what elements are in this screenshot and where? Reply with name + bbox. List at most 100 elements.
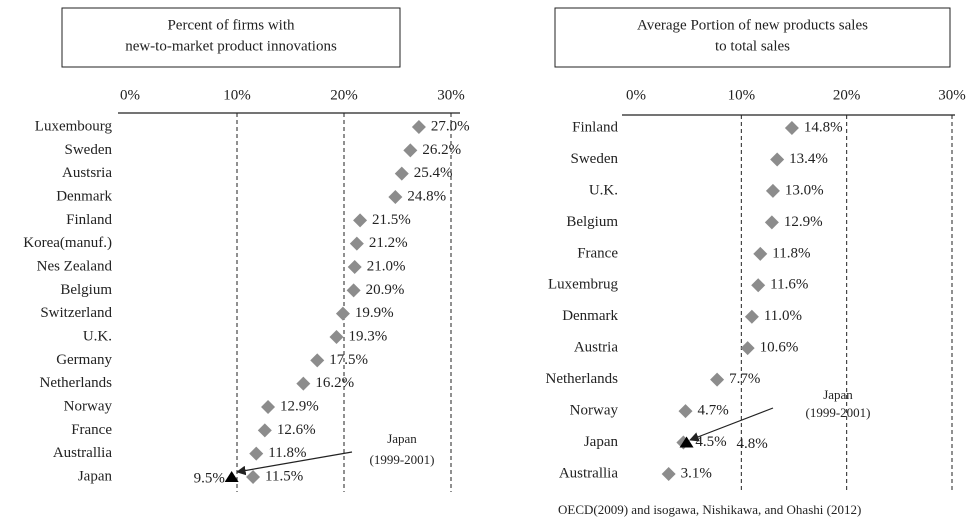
value-label: 24.8% [407, 188, 446, 204]
diamond [261, 400, 276, 414]
diamond [310, 353, 325, 368]
category-label: Luxembrug [548, 277, 618, 293]
value-label: 19.9% [355, 305, 394, 321]
x-tick-label: 30% [437, 87, 465, 103]
value-label: 11.6% [770, 277, 808, 293]
category-label: Denmark [56, 188, 112, 204]
category-label: Finland [66, 212, 112, 228]
diamond [403, 143, 418, 158]
diamond [349, 236, 364, 251]
category-label: Norway [64, 398, 113, 414]
chart-title: Percent of firms with [167, 17, 295, 33]
value-label: 21.0% [367, 258, 406, 274]
diamond [744, 309, 759, 324]
category-label: Belgium [566, 214, 618, 230]
diamond [394, 166, 409, 181]
chart-title: Average Portion of new products sales [637, 17, 868, 33]
value-label: 11.0% [764, 308, 802, 324]
category-label: Australlia [559, 465, 618, 481]
value-label: 3.1% [681, 465, 712, 481]
annotation-text: (1999-2001) [806, 405, 871, 420]
category-label: Switzerland [40, 305, 112, 321]
value-label: 11.8% [268, 445, 306, 461]
x-tick-label: 20% [833, 87, 861, 103]
annotation-text: Japan [387, 431, 417, 446]
x-tick-label: 30% [938, 87, 966, 103]
value-label: 11.8% [772, 245, 810, 261]
value-label: 21.2% [369, 235, 408, 251]
category-label: Belgium [60, 282, 112, 298]
value-label: 12.9% [280, 398, 319, 414]
value-label: 27.0% [431, 118, 470, 134]
diamond [246, 470, 261, 484]
category-label: Netherlands [40, 375, 113, 391]
diamond [346, 283, 361, 298]
category-label: Korea(manuf.) [23, 235, 112, 251]
reference-marker [679, 436, 694, 448]
diamond [257, 423, 272, 438]
source-note: OECD(2009) and isogawa, Nishikawa, and O… [558, 502, 861, 517]
value-label: 13.4% [789, 151, 828, 167]
x-tick-label: 10% [728, 87, 756, 103]
diamond [764, 215, 779, 230]
annotation-text: Japan [823, 387, 853, 402]
diamond [388, 190, 403, 204]
category-label: Sweden [571, 151, 619, 167]
value-label: 19.3% [349, 328, 388, 344]
diamond [329, 330, 344, 344]
category-label: Austria [574, 340, 619, 356]
category-label: Japan [584, 434, 619, 450]
reference-marker [224, 471, 239, 482]
x-tick-label: 0% [120, 87, 140, 103]
diamond [411, 120, 426, 134]
category-label: Japan [78, 468, 113, 484]
category-label: Austsria [62, 165, 112, 181]
value-label: 14.8% [804, 119, 843, 135]
diamond [784, 121, 799, 135]
diamond [770, 152, 785, 167]
x-tick-label: 10% [223, 87, 251, 103]
value-label: 10.6% [760, 340, 799, 356]
chart-title: new-to-market product innovations [125, 38, 337, 54]
annotation-text: (1999-2001) [370, 452, 435, 467]
value-label: 11.5% [265, 468, 303, 484]
diamond [335, 306, 350, 321]
value-label: 17.5% [329, 352, 368, 368]
value-label: 20.9% [366, 282, 405, 298]
diamond [296, 376, 311, 391]
diamond [753, 246, 768, 261]
category-label: France [71, 422, 112, 438]
category-label: Luxembourg [35, 118, 113, 134]
x-tick-label: 0% [626, 87, 646, 103]
reference-label: 4.8% [737, 436, 768, 452]
value-label: 12.9% [784, 214, 823, 230]
diamond [751, 278, 766, 293]
value-label: 25.4% [414, 165, 453, 181]
category-label: Denmark [562, 308, 618, 324]
diamond [661, 467, 676, 481]
annotation-arrow [236, 451, 353, 476]
chart-title: to total sales [715, 38, 790, 54]
diamond [353, 213, 368, 228]
x-tick-label: 20% [330, 87, 358, 103]
value-label: 26.2% [422, 142, 461, 158]
value-label: 12.6% [277, 422, 316, 438]
reference-label: 9.5% [194, 470, 225, 486]
annotation-arrow [689, 407, 774, 442]
category-label: U.K. [83, 328, 112, 344]
category-label: Nes Zealand [37, 258, 113, 274]
category-label: Finland [572, 119, 618, 135]
category-label: U.K. [589, 182, 618, 198]
value-label: 13.0% [785, 182, 824, 198]
value-label: 7.7% [729, 371, 760, 387]
diamond [740, 341, 755, 356]
value-label: 16.2% [315, 375, 354, 391]
value-label: 4.7% [698, 403, 729, 419]
title-box [61, 7, 401, 68]
category-label: France [577, 245, 618, 261]
category-label: Norway [570, 403, 619, 419]
diamond [710, 372, 725, 387]
category-label: Sweden [65, 142, 113, 158]
value-label: 21.5% [372, 212, 411, 228]
